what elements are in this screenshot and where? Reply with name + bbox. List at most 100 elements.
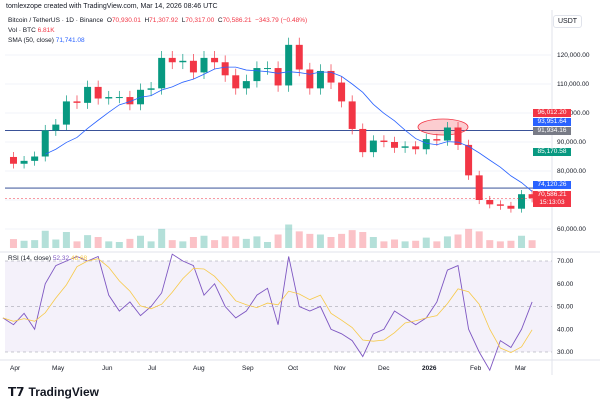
volume-bar: [189, 237, 197, 248]
candle-body: [327, 70, 335, 83]
candle-body: [189, 60, 197, 73]
volume-bar: [147, 241, 155, 248]
time-tick-label: Aug: [193, 365, 205, 372]
volume-bar: [232, 236, 240, 248]
time-tick-label: Apr: [10, 365, 21, 372]
price-tick-label: 100,000.00: [557, 110, 590, 117]
candle-body: [369, 140, 377, 153]
candle-body: [41, 130, 49, 157]
price-tag: 15:13:03: [533, 199, 571, 207]
volume-bar: [465, 228, 473, 248]
volume-bar: [528, 240, 536, 248]
candle-body: [52, 124, 60, 131]
volume-bar: [295, 231, 303, 248]
candle-body: [179, 60, 187, 63]
price-tag: 85,170.58: [533, 148, 571, 156]
time-tick-label: May: [52, 365, 65, 372]
candle-body: [115, 97, 123, 99]
volume-bar: [327, 237, 335, 248]
volume-bar: [41, 230, 49, 248]
volume-bar: [179, 241, 187, 248]
time-tick-label: Jun: [102, 365, 113, 372]
volume-bar: [338, 233, 346, 248]
time-tick-label: 2026: [422, 365, 437, 372]
candle-body: [73, 101, 81, 103]
volume-bar: [401, 241, 409, 248]
candle-body: [306, 69, 314, 89]
volume-bar: [242, 238, 250, 248]
open-value: 70,930.01: [111, 17, 141, 24]
candle-body: [518, 194, 526, 209]
price-tag: 96,012.20: [533, 109, 571, 117]
candle-body: [211, 57, 219, 63]
candle-body: [465, 144, 473, 176]
volume-bar: [507, 240, 515, 248]
candle-body: [401, 146, 409, 148]
volume-bar: [285, 224, 293, 248]
currency-label[interactable]: USDT: [553, 15, 583, 28]
volume-bar: [221, 236, 229, 248]
volume-bar: [20, 240, 28, 248]
candle-body: [9, 156, 17, 164]
price-tag: 70,586.21: [533, 191, 571, 199]
volume-bar: [115, 242, 123, 248]
rsi-tick-label: 70.00: [557, 258, 574, 265]
volume-bar: [391, 239, 399, 248]
volume-bar: [443, 236, 451, 248]
candle-body: [20, 160, 28, 164]
candle-body: [274, 68, 282, 86]
created-caption: tomlexzope created with TradingView.com,…: [6, 3, 218, 10]
volume-bar: [422, 237, 430, 248]
volume-bar: [211, 240, 219, 248]
candle-body: [422, 139, 430, 150]
volume-bar: [9, 239, 17, 248]
volume-bar: [496, 241, 504, 248]
candle-body: [316, 70, 324, 89]
rsi-value: 52.32: [52, 255, 70, 262]
volume-bar: [253, 236, 261, 248]
candle-body: [126, 97, 134, 105]
rsi-tick-label: 50.00: [557, 304, 574, 311]
volume-bar: [168, 240, 176, 248]
price-tag: 93,951.64: [533, 118, 571, 126]
candle-body: [168, 57, 176, 63]
time-tick-label: Nov: [334, 365, 346, 372]
volume-bar: [454, 234, 462, 248]
candle-body: [242, 81, 250, 89]
candle-body: [443, 127, 451, 141]
time-tick-label: Jul: [148, 365, 157, 372]
volume-bar: [274, 234, 282, 248]
price-tag: 91,934.16: [533, 127, 571, 135]
sma-label: SMA (50, close): [8, 37, 54, 44]
change-value: −343.79 (−0.48%): [255, 17, 308, 24]
candle-body: [31, 156, 39, 161]
symbol-legend: Bitcoin / TetherUS · 1D · Binance O70,93…: [8, 17, 308, 24]
price-tick-label: 110,000.00: [557, 81, 589, 88]
candle-body: [412, 146, 420, 150]
rsi-tick-label: 40.00: [557, 326, 574, 333]
volume-bar: [126, 238, 134, 248]
close-value: 70,586.21: [222, 17, 252, 24]
candle-body: [391, 142, 399, 148]
price-tag: 74,120.26: [533, 181, 571, 189]
volume-bar: [306, 233, 314, 248]
candle-body: [158, 57, 166, 89]
candle-body: [221, 62, 229, 76]
volume-bar: [316, 234, 324, 248]
rsi-ma-line: [2, 258, 533, 354]
candle-body: [454, 127, 462, 145]
candle-body: [380, 140, 388, 142]
candle-body: [348, 101, 356, 129]
volume-bar: [348, 230, 356, 248]
high-value: 71,307.92: [149, 17, 179, 24]
candle-body: [200, 57, 208, 73]
candle-body: [105, 97, 113, 99]
vol-label: Vol · BTC: [8, 27, 36, 34]
candle-body: [253, 68, 261, 82]
candle-body: [496, 204, 504, 206]
candle-body: [62, 101, 70, 125]
sma-legend: SMA (50, close) 71,741.08: [8, 37, 85, 44]
tradingview-logo[interactable]: 𝗧𝟳 TradingView: [8, 385, 99, 399]
volume-bar: [73, 241, 81, 248]
